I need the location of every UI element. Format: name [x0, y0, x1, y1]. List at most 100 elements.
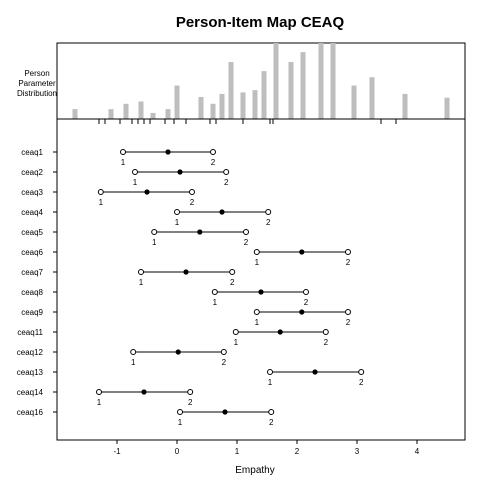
item-row: ceaq9 1 2 — [21, 308, 351, 327]
item-label: ceaq8 — [21, 288, 43, 297]
item-label: ceaq14 — [17, 388, 44, 397]
threshold-point — [220, 349, 227, 355]
item-location-point — [197, 229, 203, 235]
item-row: ceaq11 1 2 — [17, 328, 329, 347]
item-label: ceaq16 — [17, 408, 44, 417]
threshold-label: 2 — [346, 318, 351, 327]
histogram-bar — [444, 97, 450, 119]
threshold-point — [223, 169, 230, 175]
threshold-point — [345, 309, 351, 315]
item-label: ceaq4 — [21, 208, 43, 217]
threshold-label: 1 — [255, 258, 260, 267]
threshold-label: 2 — [266, 218, 271, 227]
item-label: ceaq1 — [21, 148, 43, 157]
threshold-point — [232, 329, 239, 335]
item-row: ceaq12 1 2 — [17, 348, 227, 367]
threshold-label: 2 — [211, 158, 216, 167]
threshold-label: 2 — [324, 338, 329, 347]
item-row: ceaq13 1 2 — [17, 368, 365, 387]
threshold-label: 2 — [304, 298, 309, 307]
person-distribution-histogram — [72, 43, 450, 120]
side-label-line-2: Parameter — [18, 79, 56, 88]
histogram-bar — [330, 43, 336, 119]
threshold-label: 1 — [139, 278, 144, 287]
histogram-bar — [219, 93, 225, 119]
threshold-point — [268, 409, 275, 415]
item-location-point — [312, 369, 318, 375]
x-tick-label: 2 — [295, 447, 300, 456]
threshold-point — [151, 229, 158, 235]
x-axis-label: Empathy — [235, 465, 274, 476]
histogram-bar — [72, 109, 78, 119]
threshold-label: 1 — [121, 158, 126, 167]
histogram-bar — [369, 77, 375, 119]
threshold-point — [229, 269, 236, 275]
threshold-label: 1 — [255, 318, 260, 327]
threshold-point — [132, 169, 138, 175]
x-tick-label: 0 — [175, 447, 180, 456]
threshold-label: 1 — [175, 218, 180, 227]
item-location-point — [141, 389, 147, 395]
histogram-bar — [165, 109, 171, 119]
threshold-label: 1 — [97, 398, 102, 407]
item-location-point — [299, 249, 305, 255]
histogram-bar — [174, 85, 180, 119]
threshold-label: 2 — [359, 378, 364, 387]
item-row: ceaq1 1 2 — [21, 148, 216, 167]
item-location-point — [175, 349, 181, 355]
threshold-point — [253, 309, 260, 315]
item-label: ceaq7 — [21, 268, 43, 277]
x-tick-label: 1 — [235, 447, 240, 456]
item-row: ceaq5 1 2 — [21, 228, 249, 247]
item-location-point — [299, 309, 305, 315]
threshold-label: 1 — [133, 178, 138, 187]
histogram-bar — [240, 92, 246, 119]
item-location-point — [165, 149, 171, 155]
item-location-point — [183, 269, 189, 275]
x-tick-label: 3 — [355, 447, 360, 456]
threshold-label: 1 — [268, 378, 273, 387]
item-row: ceaq7 1 2 — [21, 268, 236, 287]
histogram-bar — [300, 52, 306, 120]
x-tick-label: 4 — [415, 447, 420, 456]
item-location-point — [258, 289, 264, 295]
item-location-point — [222, 409, 228, 415]
threshold-point — [97, 189, 104, 195]
histogram-bar — [252, 90, 258, 119]
histogram-bar — [108, 109, 114, 119]
chart-title: Person-Item Map CEAQ — [176, 14, 345, 31]
threshold-point — [174, 209, 180, 215]
threshold-point — [189, 189, 195, 195]
item-location-point — [177, 169, 183, 175]
threshold-label: 1 — [178, 418, 183, 427]
threshold-label: 1 — [213, 298, 218, 307]
histogram-bar — [288, 62, 294, 119]
threshold-point — [303, 289, 309, 295]
item-row: ceaq6 1 2 — [21, 248, 351, 267]
threshold-label: 1 — [131, 358, 136, 367]
item-row: ceaq4 1 2 — [21, 208, 272, 227]
item-label: ceaq5 — [21, 228, 43, 237]
threshold-point — [265, 209, 272, 215]
threshold-label: 2 — [222, 358, 227, 367]
item-label: ceaq11 — [17, 328, 43, 337]
threshold-point — [210, 149, 216, 155]
threshold-point — [187, 389, 194, 395]
threshold-label: 1 — [152, 238, 157, 247]
threshold-point — [96, 389, 102, 395]
histogram-bar — [123, 103, 129, 119]
side-label: Person Parameter Distribution — [17, 69, 57, 98]
histogram-bar — [402, 93, 408, 119]
item-row: ceaq14 1 2 — [17, 388, 194, 407]
person-rug — [98, 119, 397, 124]
histogram-bar — [150, 112, 156, 119]
histogram-bar — [198, 96, 204, 119]
threshold-label: 1 — [99, 198, 104, 207]
threshold-point — [138, 269, 144, 275]
threshold-point — [120, 149, 126, 155]
item-label: ceaq3 — [21, 188, 43, 197]
histogram-bar — [261, 71, 267, 119]
item-row: ceaq8 1 2 — [21, 288, 309, 307]
threshold-point — [322, 329, 329, 335]
